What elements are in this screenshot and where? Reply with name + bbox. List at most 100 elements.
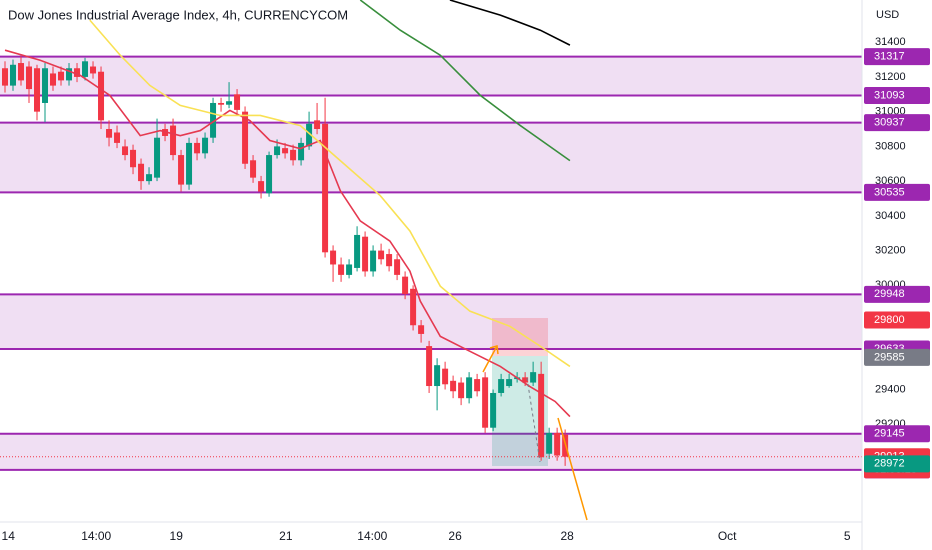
y-tick-label: 31200 [875,71,906,83]
x-tick-label: 14 [2,529,16,543]
candle-body [146,174,153,182]
price-label: 31317 [874,51,905,63]
candle-body [178,155,185,185]
x-tick-label: 21 [279,529,293,543]
price-label: 29948 [874,288,905,300]
candle-body [226,101,233,105]
candle-body [26,66,33,90]
candle-body [450,380,457,392]
arrow [557,417,588,521]
price-label-box [864,455,930,473]
price-label: 28972 [874,458,905,470]
candle-body [546,432,553,454]
x-tick-label: 14:00 [357,529,387,543]
price-label-box [864,114,930,132]
price-label: 30937 [874,117,905,129]
candle-body [234,94,241,110]
candle-body [274,146,281,156]
price-label: 29145 [874,428,905,440]
price-label-box [864,87,930,105]
candle-body [10,64,17,86]
price-label-box [864,348,930,366]
candle-body [34,68,41,112]
candle-body [370,250,377,272]
candle-body [490,392,497,428]
price-label-box [864,285,930,303]
candle-body [538,373,545,458]
candle-body [354,234,361,268]
candle-body [466,377,473,399]
candle-body [330,250,337,265]
moving-average [89,19,571,368]
candle-body [202,137,209,154]
price-label-box [864,183,930,201]
candle-body [242,111,249,164]
price-label-box [864,311,930,329]
candle-body [74,68,81,77]
candle-body [346,264,353,275]
x-tick-label: 26 [448,529,462,543]
y-tick-label: 30400 [875,210,906,222]
candle-body [218,102,225,105]
candle-body [66,68,73,81]
axis-unit: USD [876,9,899,21]
candle-body [258,181,265,192]
zone [0,294,862,350]
projection [526,377,541,463]
price-label: 30535 [874,186,905,198]
candle-body [402,276,409,294]
candle-body [290,149,297,161]
candle-body [194,142,201,154]
candle-body [170,125,177,156]
x-tick-label: 19 [170,529,184,543]
candle-body [418,325,425,334]
x-tick-label: 28 [560,529,574,543]
stop-zone [492,318,548,356]
candle-body [106,129,113,138]
y-tick-label: 30800 [875,140,906,152]
candle-body [426,346,433,387]
candle-body [122,146,129,156]
candle-body [90,66,97,74]
moving-average [449,0,571,46]
candle-body [210,102,217,138]
candle-body [506,379,513,387]
candle-body [82,61,89,77]
price-label: 29800 [874,314,905,326]
candle-body [434,365,441,387]
candle-body [378,250,385,260]
candle-body [138,163,145,182]
candle-body [458,382,465,399]
candle-body [2,68,9,86]
candle-body [154,137,161,178]
price-label: 29585 [874,351,905,363]
candle-body [322,123,329,253]
chart-title: Dow Jones Industrial Average Index, 4h, … [8,7,348,22]
x-tick-label: Oct [718,529,737,543]
candle-body [362,236,369,272]
candle-body [314,120,321,130]
candle-body [114,132,121,143]
price-label: 31093 [874,89,905,101]
candle-body [410,288,417,326]
price-label-box [864,48,930,66]
plot [0,0,862,466]
x-tick-label: 5 [844,529,851,543]
zone [0,433,862,470]
arrow [482,345,498,373]
y-tick-label: 30200 [875,244,906,256]
candle-body [266,155,273,194]
candle-body [250,160,257,178]
candle-body [42,68,49,103]
candle-body [282,148,289,154]
candle-body [386,254,393,267]
candle-body [58,71,65,81]
candle-body [554,432,561,456]
candle-body [474,379,481,392]
candle-body [522,377,529,383]
arrow-head [489,345,499,355]
zone [0,56,862,96]
candle-body [186,142,193,185]
